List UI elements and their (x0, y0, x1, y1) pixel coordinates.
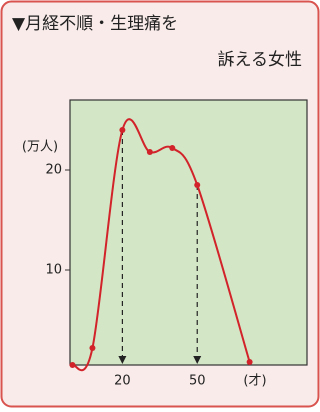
point (69, 362, 76, 368)
point (169, 145, 176, 151)
drop-arrow (118, 356, 127, 364)
point (194, 182, 201, 188)
point (146, 149, 153, 155)
line (71, 118, 251, 372)
chart-title: 訴える女性 (218, 50, 303, 70)
drop-arrow (193, 356, 202, 364)
x-tick-label: 20 (114, 374, 131, 389)
plot-area (69, 99, 308, 366)
y-axis-label: (万人) (22, 140, 58, 155)
y-tick-label: 20 (45, 163, 62, 178)
point (246, 359, 253, 365)
point (119, 127, 126, 133)
y-tick-label: 10 (45, 263, 62, 278)
point (89, 345, 96, 351)
x-axis-label: (才) (243, 374, 266, 389)
x-tick-label: 50 (189, 374, 206, 389)
chart-title: ▼月経不順・生理痛を (12, 14, 178, 34)
